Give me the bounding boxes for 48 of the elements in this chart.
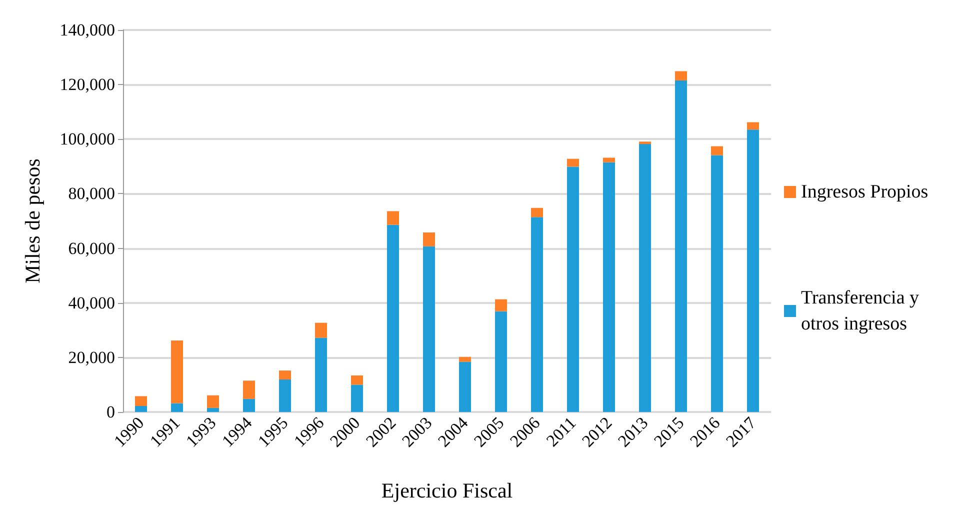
bar: [135, 396, 147, 406]
bar: [675, 80, 687, 412]
bar: [567, 166, 579, 412]
bar: [351, 375, 363, 385]
bar: [675, 71, 687, 80]
bar: [531, 208, 543, 218]
bar: [711, 155, 723, 412]
bar: [279, 380, 291, 412]
bar: [603, 158, 615, 162]
bar: [135, 406, 147, 412]
bar: [315, 338, 327, 412]
bar: [459, 356, 471, 362]
bar: [711, 146, 723, 156]
bar: [387, 211, 399, 225]
bar: [315, 322, 327, 338]
bar: [459, 362, 471, 412]
y-tick-label: 120,000: [60, 75, 115, 94]
bar: [639, 144, 651, 412]
bar: [603, 162, 615, 412]
y-tick-label: 100,000: [60, 130, 115, 149]
bar: [243, 398, 255, 412]
y-tick-label: 140,000: [60, 20, 115, 40]
x-axis-title: Ejercicio Fiscal: [381, 478, 513, 502]
bar: [495, 311, 507, 412]
legend-label: Transferencia y otros ingresos: [801, 288, 924, 334]
bar: [243, 380, 255, 399]
bar: [171, 340, 183, 404]
bar: [423, 246, 435, 412]
y-tick-label: 40,000: [68, 293, 115, 312]
bar: [279, 370, 291, 380]
bar: [531, 217, 543, 412]
y-tick-label: 60,000: [68, 238, 115, 258]
bar: [171, 403, 183, 412]
bar: [387, 224, 399, 412]
bar: [747, 122, 759, 130]
y-tick-label: 0: [106, 402, 115, 422]
legend-label: Ingresos Propios: [801, 182, 928, 202]
bar: [747, 130, 759, 412]
bar: [495, 299, 507, 312]
bar: [207, 408, 219, 412]
bar: [567, 158, 579, 167]
y-axis-title: Miles de pesos: [20, 158, 44, 284]
bar: [639, 142, 651, 144]
y-tick-label: 20,000: [68, 348, 115, 367]
y-tick-label: 80,000: [68, 184, 115, 204]
bar: [207, 395, 219, 408]
bar: [351, 384, 363, 412]
bar: [423, 232, 435, 246]
